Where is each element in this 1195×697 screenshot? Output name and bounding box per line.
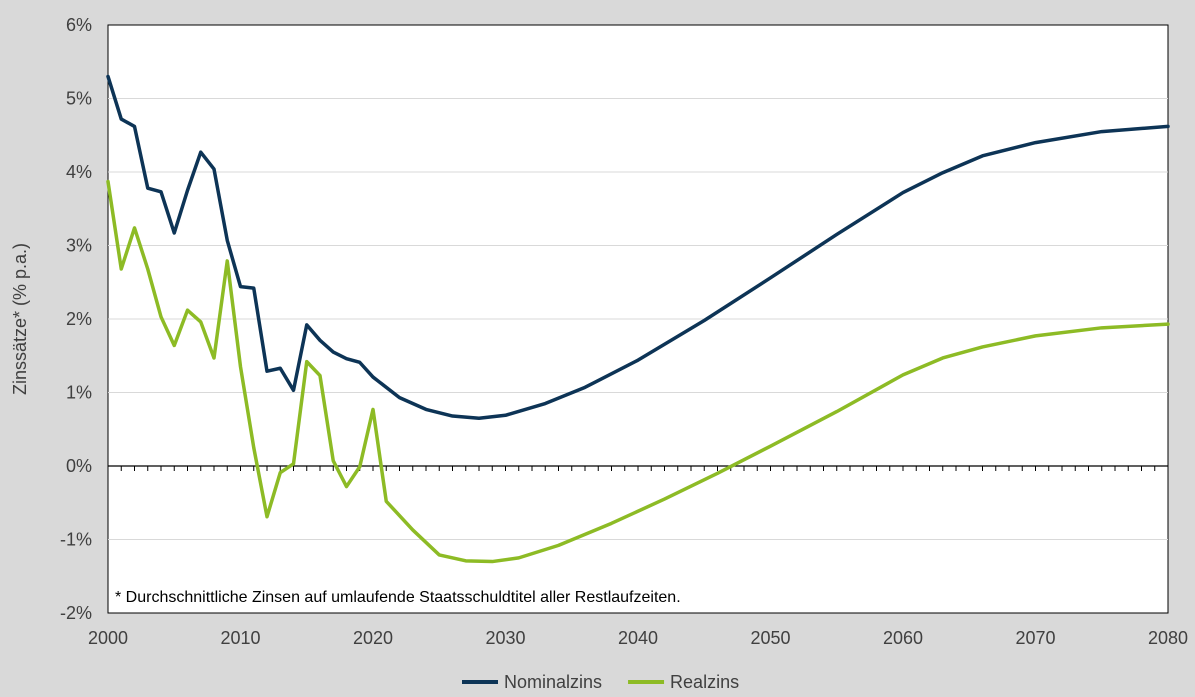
x-tick-label: 2060: [883, 628, 923, 648]
x-tick-label: 2000: [88, 628, 128, 648]
y-tick-label: 4%: [66, 162, 92, 182]
y-tick-labels: -2% -1% 0% 1% 2% 3% 4% 5% 6%: [60, 15, 92, 623]
y-tick-label: 5%: [66, 89, 92, 109]
gridlines: [108, 98, 1168, 540]
series-line-nominalzins: [106, 74, 1170, 420]
x-tick-label: 2050: [750, 628, 790, 648]
x-tick-labels: 2000 2010 2020 2030 2040 2050 2060 2070 2080: [88, 628, 1188, 648]
y-tick-label: 6%: [66, 15, 92, 35]
x-tick-label: 2080: [1148, 628, 1188, 648]
legend-item: Realzins: [628, 672, 739, 692]
x-tick-label: 2010: [220, 628, 260, 648]
series-lines: [106, 74, 1170, 564]
y-axis-title: Zinssätze* (% p.a.): [10, 243, 30, 395]
x-tick-label: 2020: [353, 628, 393, 648]
legend-label: Realzins: [670, 672, 739, 692]
y-tick-label: 3%: [66, 236, 92, 256]
y-tick-label: 0%: [66, 456, 92, 476]
x-tick-label: 2070: [1015, 628, 1055, 648]
x-tick-label: 2040: [618, 628, 658, 648]
x-tick-label: 2030: [485, 628, 525, 648]
y-tick-label: -2%: [60, 603, 92, 623]
legend-item: Nominalzins: [462, 672, 602, 692]
legend-label: Nominalzins: [504, 672, 602, 692]
footnote: * Durchschnittliche Zinsen auf umlaufend…: [115, 589, 681, 606]
legend: Nominalzins Realzins: [462, 672, 739, 692]
zero-axis: [107, 465, 1169, 471]
y-tick-label: 1%: [66, 383, 92, 403]
y-tick-label: -1%: [60, 530, 92, 550]
series-line-realzins: [106, 179, 1170, 564]
y-tick-label: 2%: [66, 309, 92, 329]
